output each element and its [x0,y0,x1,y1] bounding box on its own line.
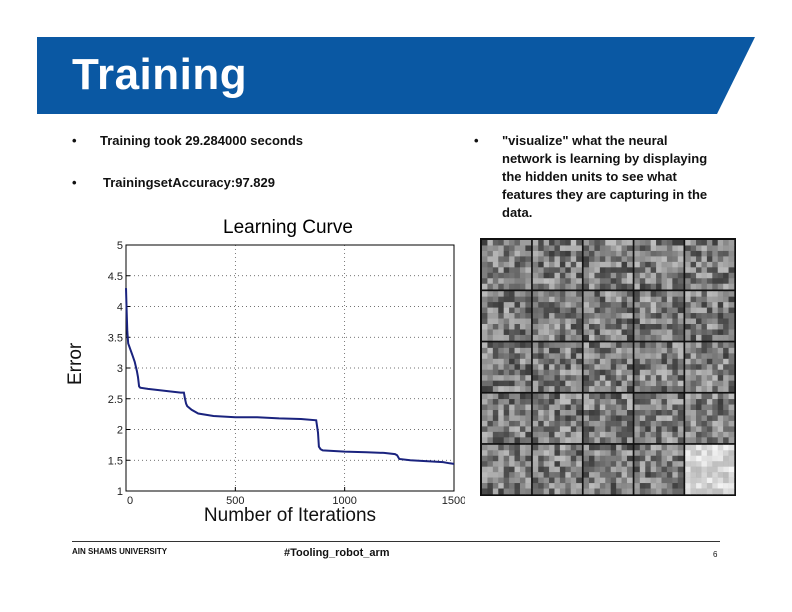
footer-divider [72,541,720,542]
hidden-unit-tile [482,342,532,392]
y-axis-label: Error [65,342,86,385]
hidden-unit-tile [482,291,532,341]
bullet-marker: • [72,175,77,190]
x-axis-label: Number of Iterations [203,505,377,526]
hidden-unit-tile [482,444,532,495]
bullet-marker: • [72,133,77,148]
title-banner-tip [717,37,755,114]
bullet-text: "visualize" what the neural network is l… [502,133,708,220]
y-tick-label: 3.5 [108,332,123,344]
bullet-marker: • [474,133,479,148]
hidden-unit-tile [634,291,684,341]
footer-university: AIN SHAMS UNIVERSITY [72,547,168,556]
hidden-unit-tile [532,291,582,341]
hidden-unit-tile [685,291,735,341]
y-tick-label: 2.5 [108,394,123,406]
footer-hashtag: #Tooling_robot_arm [284,547,390,559]
x-tick-label: 500 [226,495,244,507]
y-tick-label: 5 [117,240,123,252]
y-tick-label: 1 [117,486,123,498]
hidden-unit-tile [583,444,633,495]
hidden-unit-tile [685,444,735,495]
y-tick-label: 1.5 [108,455,123,467]
hidden-unit-tile [482,240,532,290]
page-number: 6 [713,550,718,559]
hidden-unit-tile [532,240,582,290]
chart-title: Learning Curve [223,217,353,238]
hidden-unit-tile [532,444,582,495]
y-tick-label: 4 [117,302,123,314]
hidden-unit-tile [634,240,684,290]
hidden-unit-tile [532,393,582,444]
y-tick-label: 3 [117,363,123,375]
hidden-unit-tile [685,240,735,290]
hidden-unit-tile [583,393,633,444]
x-tick-label: 1500 [442,495,465,507]
hidden-unit-tile [634,342,684,392]
hidden-unit-tile [583,342,633,392]
hidden-unit-tile [685,342,735,392]
x-tick-label: 0 [127,495,133,507]
slide-title: Training [72,50,248,99]
hidden-unit-tile [634,444,684,495]
hidden-unit-tile [685,393,735,444]
error-series-line [125,288,455,465]
hidden-unit-tile [583,291,633,341]
hidden-unit-tile [583,240,633,290]
hidden-unit-tile [482,393,532,444]
hidden-unit-tile [532,342,582,392]
x-tick-label: 1000 [332,495,356,507]
hidden-unit-tile [634,393,684,444]
y-tick-label: 2 [117,425,123,437]
learning-curve-chart: 0 500 1000 1500 1 1.5 2 2.5 3 3.5 4 4.5 5 [108,240,465,507]
hidden-units-grid [480,238,736,496]
bullet-text: TrainingsetAccuracy:97.829 [103,175,275,190]
title-banner [37,37,717,114]
y-tick-label: 4.5 [108,271,123,283]
bullet-text: Training took 29.284000 seconds [100,133,304,148]
